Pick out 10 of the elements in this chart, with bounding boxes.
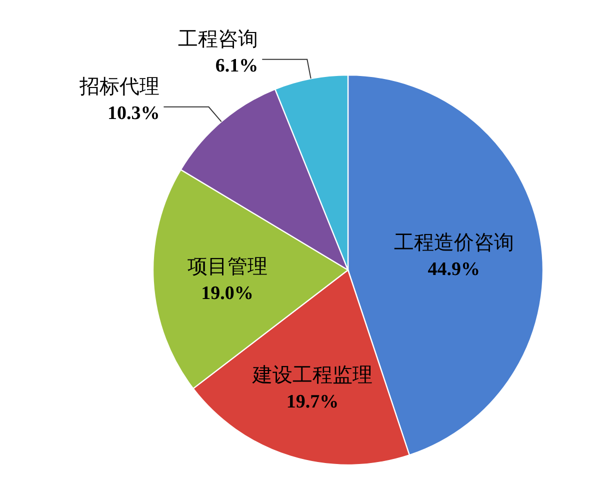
- slice-label: 工程咨询: [178, 28, 258, 50]
- slice-label: 建设工程监理: [251, 364, 372, 387]
- data-label: 44.9%: [428, 258, 480, 280]
- slice-label: 项目管理: [187, 256, 268, 278]
- data-label: 19.0%: [201, 282, 254, 304]
- data-label: 10.3%: [107, 102, 160, 124]
- slice-label: 招标代理: [78, 76, 160, 98]
- data-label: 6.1%: [215, 55, 258, 76]
- data-label: 19.7%: [286, 392, 339, 413]
- slice-label: 工程造价咨询: [394, 232, 514, 254]
